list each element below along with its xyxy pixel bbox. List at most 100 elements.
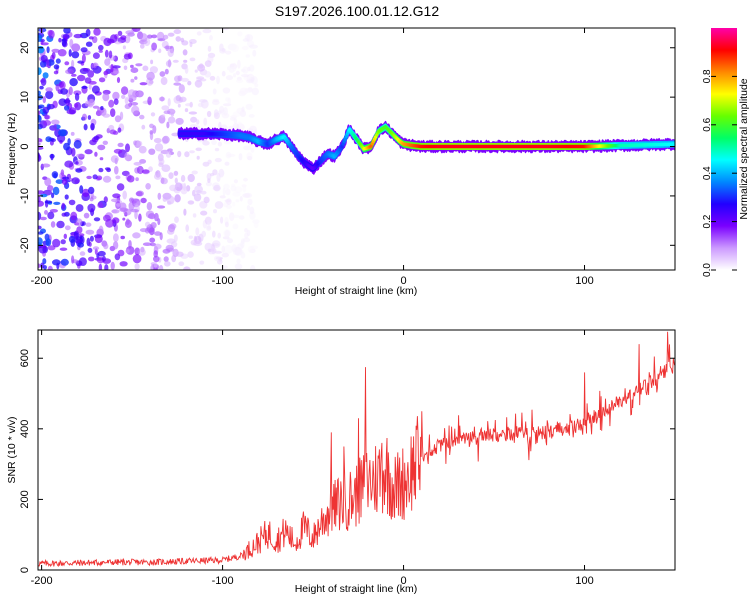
noise-speckle bbox=[187, 173, 195, 183]
noise-speckle bbox=[213, 109, 219, 117]
noise-speckle bbox=[167, 116, 176, 124]
noise-speckle bbox=[132, 28, 141, 32]
noise-speckle bbox=[87, 115, 92, 120]
noise-speckle bbox=[85, 41, 93, 47]
noise-speckle bbox=[196, 155, 200, 160]
noise-speckle bbox=[173, 29, 182, 35]
noise-speckle bbox=[102, 140, 109, 145]
noise-speckle bbox=[38, 245, 47, 249]
noise-speckle bbox=[38, 90, 41, 96]
noise-speckle bbox=[224, 244, 233, 254]
noise-speckle bbox=[194, 69, 198, 73]
noise-speckle bbox=[117, 249, 125, 257]
noise-speckle bbox=[38, 67, 42, 75]
noise-speckle bbox=[71, 73, 77, 77]
noise-speckle bbox=[63, 233, 67, 239]
noise-speckle bbox=[142, 242, 152, 246]
noise-speckle bbox=[221, 252, 229, 258]
noise-speckle bbox=[38, 34, 42, 42]
noise-speckle bbox=[207, 248, 212, 253]
noise-speckle bbox=[250, 147, 255, 153]
noise-speckle bbox=[196, 31, 202, 36]
noise-speckle bbox=[38, 115, 42, 123]
noise-speckle bbox=[165, 60, 172, 67]
noise-speckle bbox=[83, 123, 88, 131]
noise-speckle bbox=[178, 261, 185, 267]
noise-speckle bbox=[86, 175, 92, 180]
noise-speckle bbox=[180, 174, 186, 183]
noise-speckle bbox=[150, 59, 154, 65]
noise-speckle bbox=[245, 54, 250, 58]
noise-speckle bbox=[212, 88, 217, 95]
noise-speckle bbox=[77, 60, 84, 64]
noise-speckle bbox=[127, 89, 136, 98]
noise-speckle bbox=[189, 124, 198, 128]
noise-speckle bbox=[38, 142, 41, 146]
noise-speckle bbox=[247, 156, 253, 161]
noise-speckle bbox=[167, 228, 175, 235]
x-tick-label: -100 bbox=[212, 575, 234, 587]
noise-speckle bbox=[220, 216, 224, 224]
noise-speckle bbox=[112, 65, 121, 69]
noise-speckle bbox=[75, 168, 83, 173]
noise-speckle bbox=[188, 111, 198, 115]
noise-speckle bbox=[38, 137, 42, 143]
noise-speckle bbox=[194, 185, 204, 193]
noise-speckle bbox=[249, 206, 255, 215]
noise-speckle bbox=[55, 58, 61, 64]
noise-speckle bbox=[116, 77, 121, 83]
noise-speckle bbox=[51, 192, 55, 199]
noise-speckle bbox=[169, 223, 177, 230]
noise-speckle bbox=[52, 186, 60, 196]
noise-speckle bbox=[112, 241, 119, 250]
noise-speckle bbox=[209, 35, 213, 41]
noise-speckle bbox=[53, 201, 61, 205]
noise-speckle bbox=[203, 196, 210, 204]
noise-speckle bbox=[44, 210, 48, 215]
noise-speckle bbox=[181, 40, 189, 46]
noise-speckle bbox=[71, 255, 75, 264]
noise-speckle bbox=[64, 61, 70, 66]
noise-speckle bbox=[109, 129, 117, 135]
noise-speckle bbox=[216, 75, 220, 85]
noise-speckle bbox=[50, 138, 56, 143]
noise-speckle bbox=[88, 256, 95, 262]
noise-speckle bbox=[131, 105, 140, 115]
noise-speckle bbox=[55, 83, 60, 92]
noise-speckle bbox=[139, 82, 148, 86]
noise-speckle bbox=[104, 264, 109, 270]
noise-speckle bbox=[157, 205, 166, 209]
noise-speckle bbox=[164, 261, 171, 267]
noise-speckle bbox=[44, 114, 51, 120]
noise-speckle bbox=[193, 193, 202, 202]
noise-speckle bbox=[214, 147, 220, 152]
noise-speckle bbox=[168, 172, 174, 180]
noise-speckle bbox=[151, 42, 158, 51]
noise-speckle bbox=[153, 255, 160, 263]
noise-speckle bbox=[98, 77, 106, 83]
noise-speckle bbox=[51, 48, 60, 53]
noise-speckle bbox=[110, 155, 119, 163]
noise-speckle bbox=[122, 217, 126, 221]
noise-speckle bbox=[196, 182, 202, 187]
noise-speckle bbox=[92, 174, 98, 180]
noise-speckle bbox=[219, 105, 225, 114]
noise-speckle bbox=[125, 218, 130, 225]
noise-speckle bbox=[130, 78, 135, 83]
noise-speckle bbox=[209, 75, 216, 81]
noise-speckle bbox=[219, 48, 227, 54]
noise-speckle bbox=[184, 108, 189, 113]
noise-speckle bbox=[110, 261, 115, 270]
noise-speckle bbox=[70, 211, 78, 221]
x-tick-label: -200 bbox=[31, 275, 53, 287]
noise-speckle bbox=[49, 209, 59, 213]
noise-speckle bbox=[139, 114, 145, 120]
noise-speckle bbox=[56, 220, 65, 229]
noise-speckle bbox=[185, 103, 193, 107]
noise-speckle bbox=[116, 202, 122, 207]
noise-speckle bbox=[228, 125, 234, 130]
noise-speckle bbox=[163, 256, 169, 262]
noise-speckle bbox=[113, 233, 119, 243]
noise-speckle bbox=[190, 116, 198, 123]
